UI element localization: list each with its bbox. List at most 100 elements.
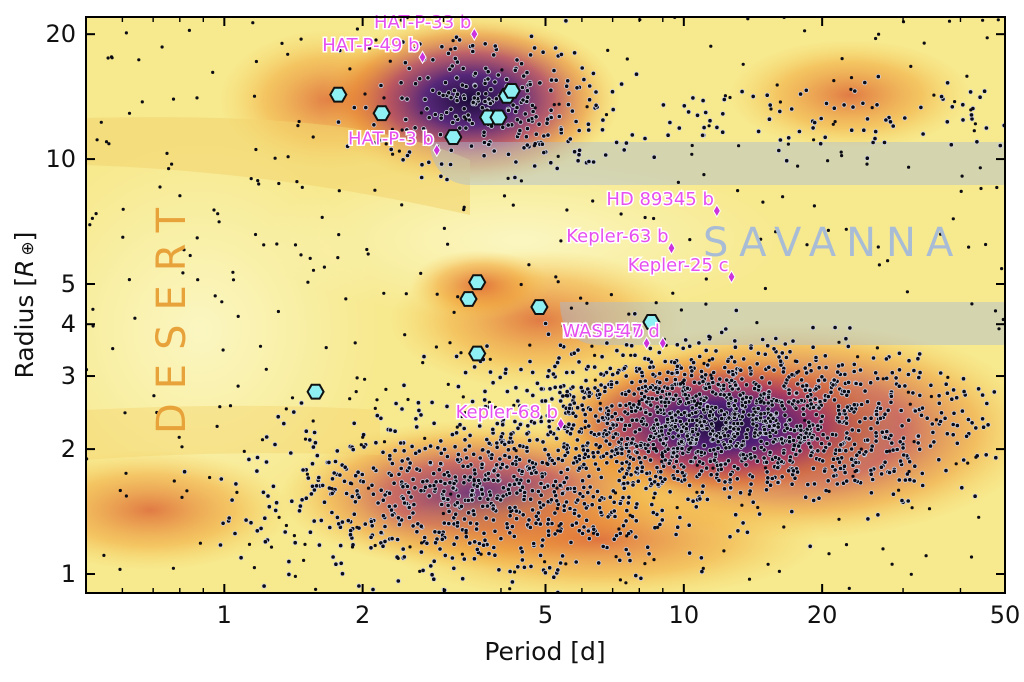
population-point	[651, 154, 657, 160]
population-point	[759, 399, 763, 403]
population-point	[571, 350, 577, 356]
population-point	[650, 425, 656, 431]
population-point	[623, 140, 630, 146]
population-point	[563, 18, 569, 24]
population-point	[609, 414, 615, 420]
population-point	[316, 542, 322, 548]
population-point	[938, 370, 944, 376]
population-point	[638, 418, 645, 424]
population-point	[699, 568, 705, 575]
population-point	[786, 434, 793, 440]
population-point	[374, 38, 378, 42]
population-point	[479, 552, 483, 556]
population-point	[597, 391, 603, 397]
population-point	[492, 43, 498, 49]
population-point	[370, 465, 377, 471]
population-point	[894, 446, 900, 453]
population-point	[399, 458, 405, 464]
population-point	[830, 382, 836, 388]
population-point	[604, 450, 610, 457]
population-point	[598, 474, 604, 480]
population-point	[697, 496, 703, 502]
population-point	[623, 546, 629, 553]
population-point	[634, 331, 638, 335]
population-point	[597, 446, 601, 450]
population-point	[707, 431, 714, 437]
population-point	[539, 474, 545, 480]
population-point	[490, 477, 497, 483]
population-point	[592, 461, 599, 467]
population-point	[713, 404, 719, 411]
population-point	[417, 76, 423, 82]
population-point	[758, 411, 764, 417]
population-point	[837, 517, 841, 521]
population-point	[602, 388, 608, 395]
population-point	[422, 445, 428, 452]
population-point	[692, 455, 698, 461]
population-point	[637, 426, 643, 433]
population-point	[425, 75, 431, 81]
population-point	[761, 391, 767, 397]
population-point	[642, 454, 648, 461]
population-point	[591, 526, 597, 532]
population-point	[571, 400, 577, 406]
population-point	[277, 515, 281, 520]
highlighted-planet-marker	[530, 299, 549, 315]
population-point	[494, 440, 500, 446]
population-point	[862, 415, 868, 421]
population-point	[378, 415, 384, 421]
population-point	[808, 444, 814, 450]
population-point	[450, 119, 456, 126]
population-point	[334, 514, 340, 521]
population-point	[341, 478, 348, 484]
population-point	[790, 446, 796, 453]
population-point	[717, 434, 724, 440]
population-point	[786, 142, 791, 146]
annotation-marker	[432, 143, 441, 158]
population-point	[320, 482, 326, 488]
population-point	[422, 534, 428, 541]
population-point	[420, 541, 424, 545]
population-point	[681, 464, 687, 470]
population-point	[436, 467, 442, 473]
population-point	[853, 459, 859, 466]
population-point	[915, 440, 921, 446]
population-point	[559, 490, 566, 497]
population-point	[896, 350, 903, 356]
population-point	[406, 489, 412, 495]
population-point	[645, 356, 652, 362]
population-point	[447, 66, 453, 72]
population-point	[802, 365, 808, 371]
population-point	[585, 440, 591, 446]
population-point	[314, 587, 318, 592]
population-point	[676, 180, 681, 184]
population-point	[594, 488, 601, 494]
population-point	[355, 376, 359, 380]
population-point	[485, 496, 491, 502]
population-point	[180, 445, 184, 449]
population-point	[853, 380, 859, 387]
population-point	[496, 567, 502, 573]
population-point	[720, 129, 726, 135]
population-point	[905, 498, 911, 504]
population-point	[514, 490, 520, 496]
population-point	[883, 356, 890, 362]
population-point	[567, 431, 574, 437]
population-point	[371, 122, 377, 128]
population-point	[513, 515, 520, 522]
population-point	[418, 569, 422, 574]
population-point	[512, 67, 518, 73]
population-point	[494, 462, 500, 468]
population-point	[603, 152, 609, 158]
population-point	[586, 473, 592, 479]
population-point	[518, 366, 524, 373]
population-point	[897, 439, 903, 445]
population-point	[868, 425, 874, 432]
population-point	[430, 57, 436, 63]
population-point	[438, 115, 444, 121]
y-axis-title: Radius [R⊕]	[10, 232, 39, 379]
population-point	[490, 426, 496, 432]
population-point	[388, 146, 394, 152]
population-point	[857, 419, 863, 425]
population-point	[459, 351, 463, 355]
